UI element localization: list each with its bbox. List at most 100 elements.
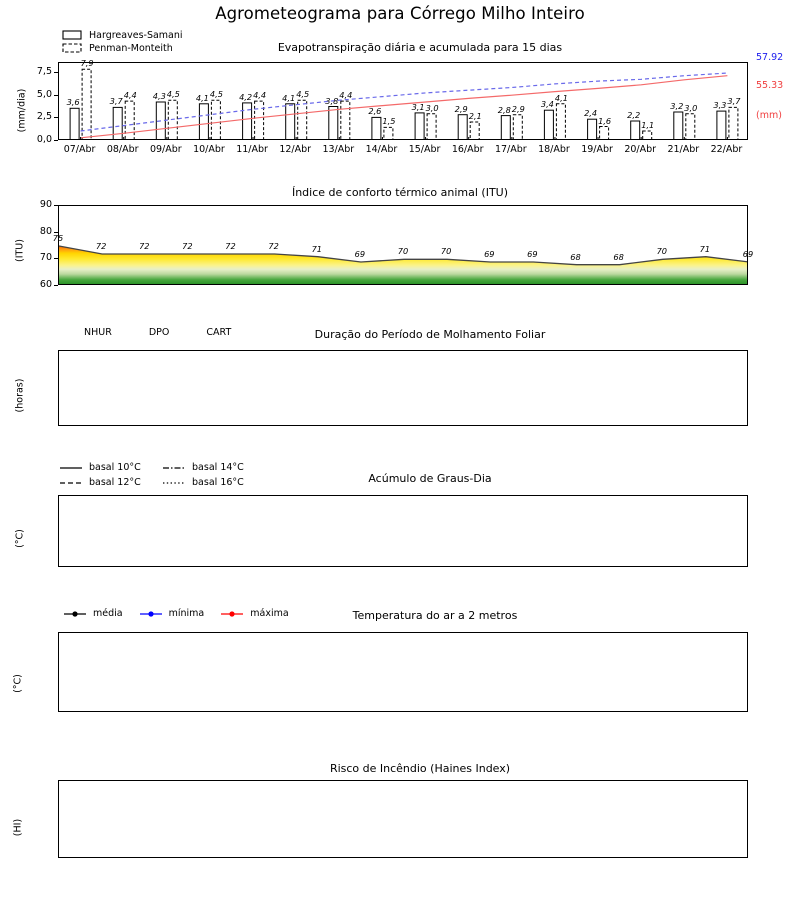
gdd-plot-svg <box>59 496 748 567</box>
legend-label-basal16: basal 16°C <box>192 477 244 488</box>
bar-hargreaves <box>198 103 209 139</box>
temp-plot-svg <box>59 633 748 712</box>
evapo-plot-frame <box>58 62 748 140</box>
dpmf-legend: NHUR DPO CART <box>62 327 243 338</box>
bar-dashed-icon <box>62 43 82 53</box>
bar-value-label: 2,6 <box>368 106 382 117</box>
y-tick-label: 2,5 <box>36 111 52 123</box>
legend-item-minima[interactable]: mínima <box>138 608 204 619</box>
bar-value-label: 2,1 <box>468 111 482 121</box>
y-tick-mark <box>54 94 58 96</box>
legend-item-nhur[interactable]: NHUR <box>62 327 112 338</box>
panel-evapotranspiracao: Hargreaves-Samani Penman-Monteith Evapot… <box>0 0 800 180</box>
legend-item-basal16[interactable]: basal 16°C <box>161 475 261 490</box>
bar-penman <box>728 106 739 139</box>
bar-penman <box>383 126 394 139</box>
legend-label-basal12: basal 12°C <box>89 477 141 488</box>
accum-line <box>80 72 728 132</box>
legend-item-basal14[interactable]: basal 14°C <box>161 460 261 475</box>
legend-item-hargreaves[interactable]: Hargreaves-Samani <box>60 29 183 41</box>
legend-label-hargreaves: Hargreaves-Samani <box>89 29 183 41</box>
line-marker-black-icon <box>64 610 86 617</box>
cart-swatch-icon <box>184 328 201 337</box>
legend-item-dpo[interactable]: DPO <box>127 327 170 338</box>
bar-hargreaves <box>328 106 339 139</box>
itu-point-label: 70 <box>440 246 452 257</box>
bar-solid-icon <box>62 30 82 40</box>
bar-value-label: 4,1 <box>195 92 209 103</box>
itu-point-label: 75 <box>52 233 64 243</box>
legend-label-basal10: basal 10°C <box>89 462 141 473</box>
itu-point-label: 72 <box>95 241 107 251</box>
temp-panel-title: Temperatura do ar a 2 metros <box>352 609 518 622</box>
y-tick-mark <box>54 205 58 206</box>
dpmf-plot-svg <box>59 351 748 426</box>
bar-value-label: 3,3 <box>713 100 727 111</box>
itu-panel-title: Índice de conforto térmico animal (ITU) <box>291 186 509 199</box>
itu-plot-svg <box>59 245 747 284</box>
bar-value-label: 1,1 <box>641 120 655 130</box>
legend-item-media[interactable]: média <box>62 608 123 619</box>
x-tick-label: 15/Abr <box>408 144 441 155</box>
legend-label-dpo: DPO <box>148 327 170 338</box>
bar-value-label: 4,4 <box>339 90 353 101</box>
haines-plot-svg <box>59 781 748 858</box>
bar-hargreaves <box>457 114 468 139</box>
haines-panel-title: Risco de Incêndio (Haines Index) <box>329 762 511 775</box>
itu-area <box>59 246 747 284</box>
haines-plot-frame <box>58 780 748 858</box>
line-solid-icon <box>60 466 82 469</box>
x-tick-label: 21/Abr <box>667 144 700 155</box>
legend-item-penman[interactable]: Penman-Monteith <box>60 42 173 54</box>
bar-value-label: 3,1 <box>411 101 425 112</box>
bar-value-label: 3,2 <box>670 101 684 111</box>
gdd-legend: basal 10°C basal 14°C basal 12°C basal 1… <box>58 460 261 490</box>
itu-point-label: 71 <box>699 243 711 254</box>
bar-penman <box>297 99 308 139</box>
temp-ylabel: (°C) <box>12 674 24 693</box>
line-marker-red-icon <box>221 610 244 617</box>
bar-penman <box>426 113 437 139</box>
itu-point-label: 70 <box>397 246 409 257</box>
line-dotted-icon <box>163 481 186 484</box>
bar-value-label: 4,3 <box>152 91 166 101</box>
legend-item-basal10[interactable]: basal 10°C <box>58 460 158 475</box>
x-tick-label: 22/Abr <box>710 144 743 155</box>
x-tick-label: 07/Abr <box>63 144 96 155</box>
bar-value-label: 7,9 <box>80 58 94 69</box>
y-tick-label: 60 <box>39 279 52 290</box>
panel-haines: Risco de Incêndio (Haines Index) (HI) <box>0 750 800 900</box>
bar-hargreaves <box>630 120 641 139</box>
y-tick-mark <box>54 258 58 260</box>
y-tick-mark <box>54 285 58 286</box>
gdd-ylabel: (°C) <box>14 529 26 548</box>
bar-penman <box>469 121 480 139</box>
panel-temperatura: média mínima máxima Temperatura do ar a … <box>0 600 800 750</box>
temp-legend: média mínima máxima <box>62 608 301 619</box>
bar-value-label: 3,0 <box>684 102 698 113</box>
bar-value-label: 2,4 <box>584 108 598 119</box>
bar-hargreaves <box>242 102 253 139</box>
bar-value-label: 3,7 <box>109 96 123 107</box>
itu-line <box>59 245 747 266</box>
gdd-plot-frame <box>58 495 748 567</box>
legend-item-maxima[interactable]: máxima <box>219 608 289 619</box>
itu-point-label: 69 <box>527 249 538 259</box>
y-tick-mark <box>54 231 58 233</box>
nhur-swatch-icon <box>62 328 79 337</box>
line-dashdot-icon <box>163 466 186 469</box>
y-tick-label: 90 <box>39 199 52 210</box>
y-tick-label: 70 <box>39 252 52 264</box>
legend-item-basal12[interactable]: basal 12°C <box>58 475 158 490</box>
itu-plot-frame <box>58 205 748 285</box>
x-tick-label: 08/Abr <box>106 144 139 155</box>
itu-point-label: 69 <box>484 249 495 259</box>
legend-label-basal14: basal 14°C <box>192 462 244 473</box>
y-tick-mark <box>54 71 58 73</box>
y-tick-label: 80 <box>39 225 52 237</box>
bar-value-label: 3,7 <box>727 96 741 107</box>
page-title: Agrometeograma para Córrego Milho Inteir… <box>215 4 585 23</box>
bar-hargreaves <box>414 112 425 139</box>
legend-item-cart[interactable]: CART <box>184 327 231 338</box>
bar-value-label: 2,8 <box>497 104 511 115</box>
